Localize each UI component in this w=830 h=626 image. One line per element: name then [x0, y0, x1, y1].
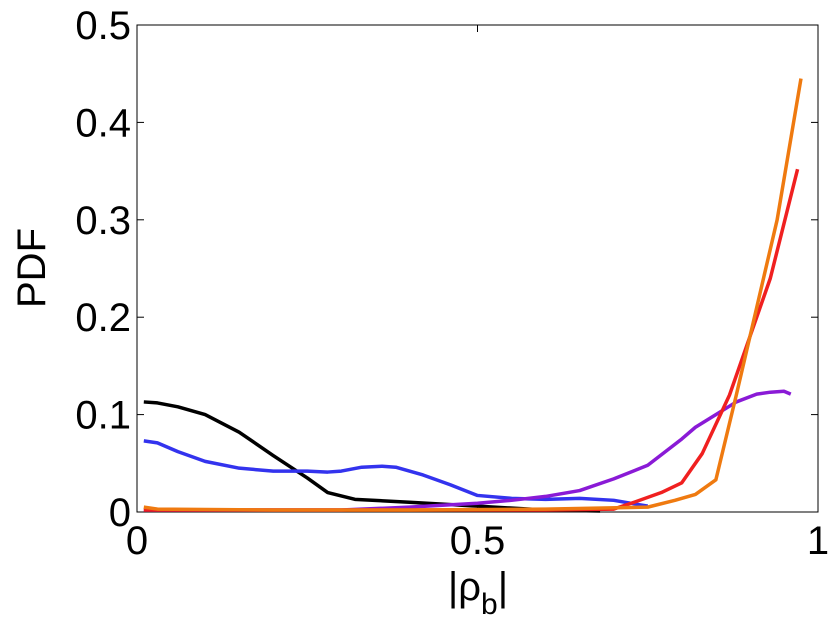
x-tick-label: 0.5 [450, 519, 506, 563]
x-label-part: |ρ [448, 565, 481, 609]
x-tick-label: 1 [807, 519, 829, 563]
x-tick-label: 0 [126, 519, 148, 563]
y-tick-label: 0.1 [75, 394, 131, 438]
plot-frame [136, 24, 819, 513]
y-tick-label: 0 [109, 491, 131, 535]
y-tick-label: 0.2 [75, 296, 131, 340]
y-axis-label: PDF [10, 228, 54, 308]
y-tick-label: 0.5 [75, 4, 131, 48]
data-line [143, 168, 800, 512]
y-tick-label: 0.4 [75, 101, 131, 145]
data-line [143, 400, 601, 513]
data-line [143, 78, 803, 512]
y-tick-label: 0.3 [75, 199, 131, 243]
x-label-subscript: b [481, 588, 498, 621]
x-axis-label: |ρb| [448, 565, 508, 621]
data-line [143, 439, 649, 508]
x-label-part: | [498, 565, 508, 609]
